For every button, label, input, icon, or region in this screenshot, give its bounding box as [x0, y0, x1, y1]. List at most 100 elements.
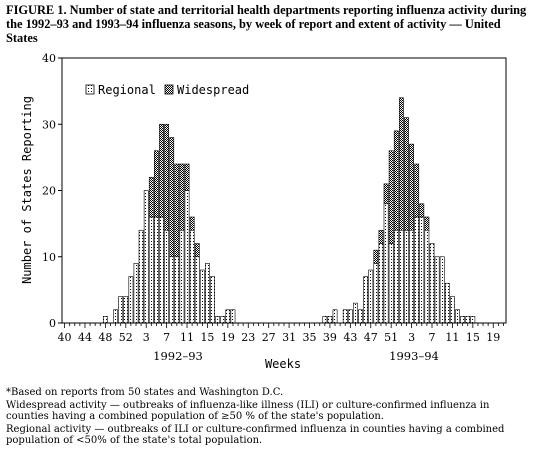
- x-tick-label: 31: [282, 331, 296, 344]
- bar-regional: [205, 263, 210, 324]
- y-tick-label: 20: [42, 185, 56, 198]
- bar-regional: [215, 316, 221, 324]
- bar-regional: [174, 256, 180, 324]
- bar-regional: [404, 229, 409, 324]
- bars-group: [102, 97, 476, 324]
- bar-regional: [179, 229, 185, 324]
- bar-regional: [332, 309, 338, 324]
- x-tick-label: 3: [143, 331, 150, 344]
- bar-regional: [164, 229, 170, 324]
- y-tick-label: 0: [49, 317, 56, 330]
- legend: Regional Widespread: [85, 83, 249, 97]
- bar-regional: [383, 203, 389, 324]
- bar-regional: [133, 263, 139, 324]
- bar-regional: [210, 276, 215, 324]
- x-tick-label: 15: [466, 331, 480, 344]
- x-axis-label: Weeks: [265, 357, 301, 371]
- bar-regional: [363, 276, 369, 324]
- bar-regional: [378, 243, 384, 324]
- bar-regional: [414, 216, 420, 324]
- footnote-widespread-definition: Widespread activity — outbreaks of influ…: [6, 400, 490, 422]
- bar-regional: [368, 269, 374, 324]
- x-tick-label: 40: [58, 331, 72, 344]
- bar-regional: [322, 316, 328, 324]
- x-tick-label: 48: [98, 331, 112, 344]
- bar-regional: [450, 296, 455, 324]
- x-tick-label: 7: [429, 331, 436, 344]
- y-tick-label: 40: [42, 52, 56, 65]
- bar-widespread: [184, 163, 190, 191]
- bar-regional: [444, 282, 450, 324]
- bar-regional: [184, 190, 190, 324]
- bar-regional: [118, 296, 124, 324]
- bar-regional: [358, 309, 363, 324]
- y-tick-label: 30: [42, 118, 56, 131]
- bar-regional: [388, 243, 394, 324]
- bar-widespread: [194, 243, 200, 258]
- x-tick-label: 7: [163, 331, 170, 344]
- bar-regional: [113, 309, 118, 324]
- bar-regional: [102, 316, 108, 324]
- bar-regional: [470, 316, 476, 324]
- bar-widespread: [159, 123, 164, 218]
- x-tick-label: 23: [241, 331, 255, 344]
- figure-title: FIGURE 1. Number of state and territoria…: [6, 3, 527, 45]
- season-label-1992-93: 1992–93: [153, 349, 203, 363]
- bar-regional: [455, 309, 460, 324]
- bar-regional: [220, 316, 226, 324]
- bar-regional: [342, 309, 348, 324]
- bar-widespread: [154, 150, 159, 218]
- bar-widespread: [388, 150, 394, 244]
- bar-regional: [194, 256, 200, 324]
- bar-regional: [353, 302, 358, 324]
- bar-regional: [460, 316, 466, 324]
- x-tick-label: 27: [262, 331, 276, 344]
- bar-regional: [154, 216, 159, 324]
- bar-regional: [373, 263, 379, 324]
- bar-widespread: [414, 163, 420, 218]
- x-tick-label: 35: [303, 331, 317, 344]
- legend-label-widespread: Widespread: [177, 83, 249, 97]
- bar-regional: [465, 316, 471, 324]
- bar-widespread: [378, 229, 384, 244]
- bar-regional: [230, 309, 236, 324]
- x-tick-label: 39: [323, 331, 337, 344]
- bar-regional: [189, 229, 195, 324]
- bar-regional: [128, 276, 134, 324]
- bar-regional: [159, 216, 164, 324]
- y-tick-label: 10: [42, 251, 56, 264]
- bar-widespread: [398, 97, 404, 231]
- bar-regional: [148, 216, 154, 324]
- bar-regional: [393, 229, 399, 324]
- bar-widespread: [148, 176, 154, 218]
- footnote-source: *Based on reports from 50 states and Was…: [6, 387, 284, 398]
- bar-widespread: [419, 203, 425, 218]
- bar-regional: [409, 229, 414, 324]
- footnotes: *Based on reports from 50 states and Was…: [6, 387, 530, 448]
- bar-regional: [419, 216, 425, 324]
- bar-widespread: [383, 183, 389, 205]
- legend-swatch-regional: [85, 84, 95, 95]
- x-tick-label: 15: [200, 331, 214, 344]
- bar-widespread: [393, 130, 399, 231]
- season-label-1993-94: 1993–94: [389, 349, 439, 363]
- bar-widespread: [169, 137, 175, 258]
- y-axis: 0 10 20 30 40: [42, 52, 62, 330]
- bar-regional: [439, 256, 445, 324]
- bar-regional: [199, 269, 205, 324]
- x-tick-label: 51: [384, 331, 398, 344]
- y-axis-label: Number of States Reporting: [20, 96, 34, 284]
- bar-widespread: [174, 163, 180, 258]
- bar-widespread: [373, 249, 379, 264]
- legend-swatch-widespread: [164, 84, 174, 95]
- x-axis: 40 44 48 52 3 7 11 15 19 23 27 31 35 39 43 47 51 3 7 11 15 19: [58, 323, 504, 344]
- x-tick-label: 19: [486, 331, 500, 344]
- bar-regional: [138, 229, 144, 324]
- x-tick-label: 44: [78, 331, 92, 344]
- x-tick-label: 52: [119, 331, 133, 344]
- x-tick-label: 11: [445, 331, 459, 344]
- bar-widespread: [424, 216, 430, 231]
- bar-widespread: [189, 216, 195, 231]
- bar-regional: [429, 243, 435, 324]
